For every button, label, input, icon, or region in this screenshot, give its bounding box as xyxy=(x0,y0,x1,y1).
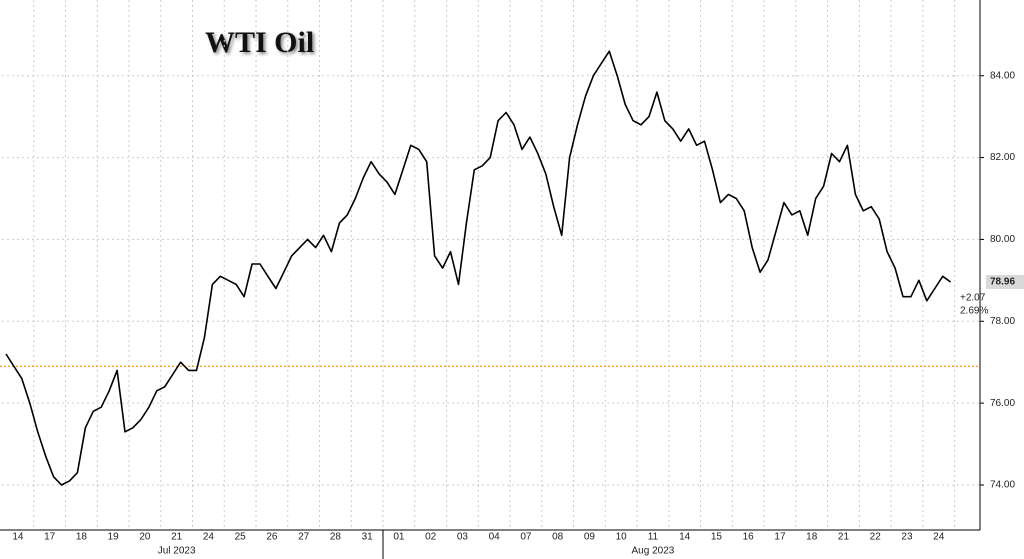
x-tick-label: 18 xyxy=(806,532,818,543)
y-tick-label: 78.00 xyxy=(990,316,1015,327)
x-tick-label: 18 xyxy=(76,532,88,543)
x-tick-label: 14 xyxy=(679,532,691,543)
x-tick-label: 17 xyxy=(774,532,786,543)
price-line xyxy=(5,50,952,486)
x-tick-label: 15 xyxy=(711,532,723,543)
month-label: Aug 2023 xyxy=(632,546,675,557)
x-tick-label: 02 xyxy=(425,532,437,543)
x-tick-label: 14 xyxy=(12,532,24,543)
x-tick-label: 04 xyxy=(489,532,501,543)
x-tick-label: 19 xyxy=(108,532,120,543)
last-value-box xyxy=(986,274,1024,289)
annotation: +2.07 xyxy=(960,293,986,304)
x-tick-label: 28 xyxy=(330,532,342,543)
y-tick-label: 84.00 xyxy=(990,70,1015,81)
x-tick-label: 27 xyxy=(298,532,310,543)
last-value-label: 78.96 xyxy=(990,277,1015,288)
x-tick-label: 01 xyxy=(393,532,405,543)
x-tick-label: 08 xyxy=(552,532,564,543)
y-tick-label: 80.00 xyxy=(990,234,1015,245)
x-tick-label: 31 xyxy=(362,532,374,543)
x-tick-label: 25 xyxy=(235,532,247,543)
x-tick-label: 20 xyxy=(139,532,151,543)
y-tick-label: 76.00 xyxy=(990,398,1015,409)
month-label: Jul 2023 xyxy=(158,546,196,557)
x-tick-label: 24 xyxy=(203,532,215,543)
x-tick-label: 11 xyxy=(648,532,659,543)
y-tick-label: 74.00 xyxy=(990,480,1015,491)
x-tick-label: 03 xyxy=(457,532,469,543)
annotation: 2.69% xyxy=(960,306,988,317)
x-tick-label: 21 xyxy=(838,532,850,543)
x-tick-label: 09 xyxy=(584,532,596,543)
x-tick-label: 10 xyxy=(616,532,628,543)
x-tick-label: 26 xyxy=(266,532,278,543)
x-tick-label: 07 xyxy=(520,532,532,543)
chart-title: WTI Oil xyxy=(205,26,314,59)
x-tick-label: 21 xyxy=(171,532,183,543)
y-tick-label: 82.00 xyxy=(990,152,1015,163)
x-tick-label: 24 xyxy=(933,532,945,543)
x-tick-label: 16 xyxy=(743,532,755,543)
x-tick-label: 22 xyxy=(870,532,882,543)
x-tick-label: 17 xyxy=(44,532,56,543)
x-tick-label: 23 xyxy=(901,532,913,543)
